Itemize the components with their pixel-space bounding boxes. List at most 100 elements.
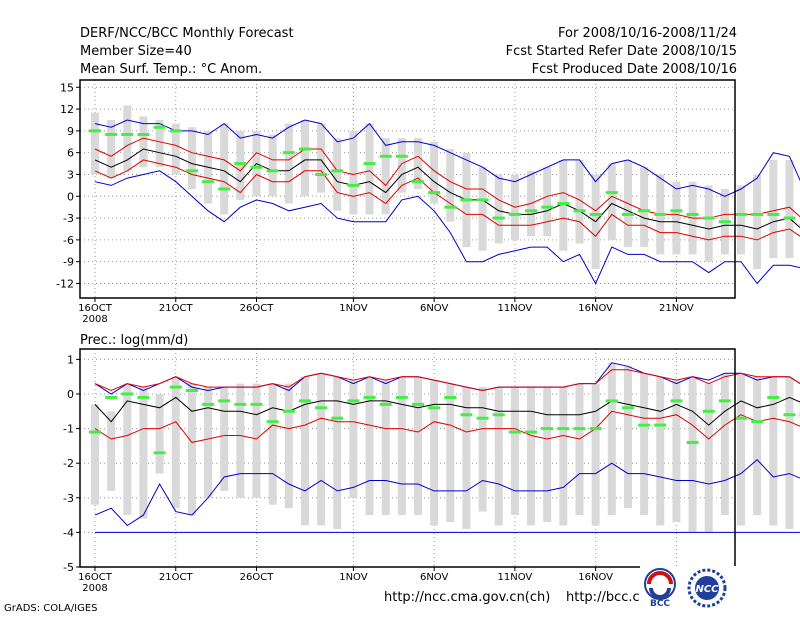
ensemble-marker	[654, 423, 667, 427]
ensemble-marker	[363, 162, 376, 166]
x-tick-label: 26OCT	[240, 303, 275, 314]
x-tick-label: 16NOV	[578, 572, 613, 583]
range-bar	[171, 123, 180, 175]
range-bar	[171, 376, 180, 509]
ensemble-marker	[589, 427, 602, 431]
ensemble-marker	[492, 216, 505, 220]
range-bar	[720, 373, 729, 516]
y-tick-label: -6	[63, 234, 74, 247]
range-bar	[155, 393, 164, 474]
y-tick-label: 3	[67, 168, 74, 181]
range-bar	[462, 387, 471, 529]
range-bar	[187, 127, 196, 189]
range-bar	[187, 383, 196, 516]
range-bar	[300, 376, 309, 526]
panel-title: Prec.: log(mm/d)	[80, 333, 188, 348]
header-period: For 2008/10/16-2008/11/24	[558, 26, 737, 41]
ensemble-marker	[298, 147, 311, 151]
range-bar	[559, 159, 568, 251]
ensemble-marker	[153, 125, 166, 129]
ensemble-marker	[492, 413, 505, 417]
range-bar	[333, 138, 342, 211]
ensemble-marker	[169, 129, 182, 133]
ensemble-marker	[428, 406, 441, 410]
range-bar	[785, 159, 794, 259]
range-bar	[769, 376, 778, 526]
range-bar	[204, 387, 213, 498]
ensemble-marker	[282, 151, 295, 155]
ensemble-marker	[137, 133, 150, 136]
y-tick-label: 1	[67, 353, 74, 366]
ensemble-marker	[686, 440, 699, 444]
ensemble-marker	[379, 154, 392, 158]
range-bar	[349, 130, 358, 215]
ensemble-marker	[460, 198, 473, 202]
bcc-logo-arc-red	[647, 571, 673, 585]
ensemble-marker	[266, 420, 279, 424]
range-bar	[688, 376, 697, 533]
range-bar	[414, 138, 422, 189]
plot-frame	[79, 348, 736, 568]
ensemble-marker	[185, 169, 198, 173]
ensemble-marker	[735, 212, 747, 216]
x-tick-label: 6NOV	[420, 572, 449, 583]
range-bar	[381, 138, 390, 215]
range-bar	[123, 105, 132, 171]
range-bar	[623, 366, 632, 509]
range-bar	[640, 167, 649, 248]
ensemble-marker	[234, 402, 247, 406]
range-bar	[607, 362, 616, 516]
ensemble-marker	[638, 423, 651, 427]
ensemble-marker	[395, 154, 408, 158]
ensemble-marker	[508, 430, 521, 434]
ensemble-marker	[702, 409, 715, 413]
ensemble-marker	[783, 413, 796, 417]
ensemble-marker	[476, 198, 489, 202]
ensemble-marker	[202, 180, 215, 184]
ensemble-marker	[282, 409, 295, 413]
range-bar	[446, 383, 455, 523]
range-bar	[397, 138, 406, 193]
range-bar	[236, 383, 245, 498]
y-tick-label: 9	[67, 125, 74, 138]
footer-url-ncc[interactable]: http://ncc.cma.gov.cn(ch)	[384, 590, 551, 605]
range-bar	[284, 123, 293, 204]
range-bar	[737, 373, 745, 526]
ensemble-marker	[89, 129, 101, 133]
ensemble-marker	[153, 451, 166, 455]
ensemble-marker	[234, 162, 247, 166]
ncc-logo: NCC	[687, 568, 727, 608]
range-bar	[333, 376, 342, 529]
range-bar	[365, 123, 374, 215]
range-bar	[656, 376, 665, 526]
ensemble-marker	[444, 205, 457, 209]
ensemble-marker	[105, 395, 118, 399]
ensemble-marker	[605, 191, 618, 195]
y-tick-label: 6	[67, 147, 74, 160]
ensemble-mean-line	[94, 148, 800, 230]
range-bar	[397, 376, 406, 516]
range-bar	[107, 411, 116, 491]
chart-panel-precipitation	[76, 348, 800, 571]
range-bar	[527, 387, 536, 526]
y-tick-label: -3	[63, 212, 74, 225]
chart-panel-temperature	[76, 79, 800, 302]
range-bar	[268, 134, 277, 197]
ensemble-marker	[476, 416, 489, 420]
header-start-date: Fcst Started Refer Date 2008/10/15	[505, 44, 737, 59]
range-bar	[91, 404, 99, 505]
ensemble-marker	[347, 183, 360, 187]
range-bar	[559, 387, 568, 526]
bcc-logo: BCC	[644, 568, 676, 609]
y-tick-label: -3	[63, 492, 74, 505]
footer-url-bcc[interactable]: http://bcc.c	[566, 590, 640, 605]
range-bar	[381, 380, 390, 516]
range-bar	[91, 112, 99, 175]
min-line	[94, 459, 800, 527]
ensemble-marker	[783, 216, 796, 220]
range-bar	[478, 387, 487, 512]
range-bar	[737, 185, 745, 255]
ensemble-marker	[395, 395, 408, 399]
range-bar	[107, 119, 116, 179]
range-bar	[284, 383, 293, 509]
